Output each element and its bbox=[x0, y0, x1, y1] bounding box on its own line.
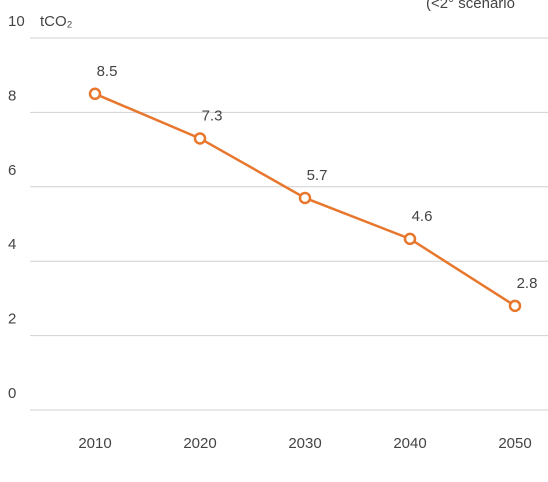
marker bbox=[88, 87, 102, 101]
marker bbox=[508, 299, 522, 313]
x-tick-label: 2040 bbox=[393, 435, 426, 452]
data-label: 8.5 bbox=[97, 63, 118, 80]
data-label: 4.6 bbox=[412, 208, 433, 225]
y-tick-label: 10 bbox=[8, 13, 25, 30]
marker bbox=[298, 191, 312, 205]
x-tick-label: 2010 bbox=[78, 435, 111, 452]
y-tick-label: 4 bbox=[8, 236, 16, 253]
data-label: 2.8 bbox=[517, 275, 538, 292]
marker bbox=[193, 132, 207, 145]
subtitle: (<2° scenario bbox=[426, 0, 515, 12]
marker bbox=[403, 232, 417, 246]
y-unit: tCO₂ bbox=[40, 13, 73, 30]
x-tick-label: 2020 bbox=[183, 435, 216, 452]
data-label: 7.3 bbox=[202, 107, 223, 124]
y-tick-label: 6 bbox=[8, 162, 16, 179]
y-tick-label: 8 bbox=[8, 87, 16, 104]
x-tick-label: 2050 bbox=[498, 435, 531, 452]
y-tick-label: 0 bbox=[8, 385, 16, 402]
data-label: 5.7 bbox=[307, 167, 328, 184]
y-tick-label: 2 bbox=[8, 311, 16, 328]
x-tick-label: 2030 bbox=[288, 435, 321, 452]
